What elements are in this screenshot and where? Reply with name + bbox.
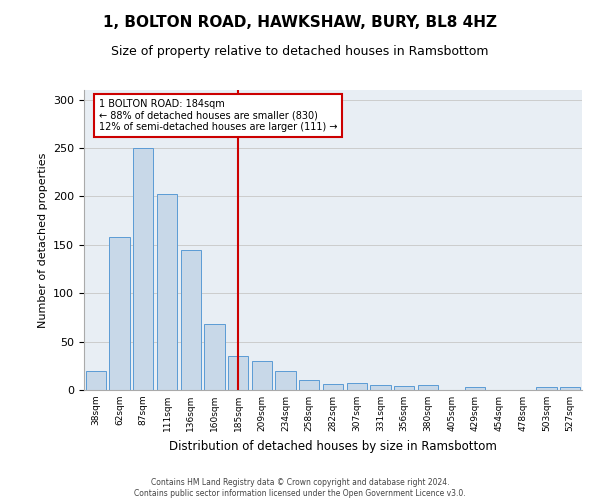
Bar <box>536 387 557 390</box>
Bar <box>205 324 224 390</box>
Bar <box>323 384 343 390</box>
Text: Contains HM Land Registry data © Crown copyright and database right 2024.
Contai: Contains HM Land Registry data © Crown c… <box>134 478 466 498</box>
Bar <box>109 237 130 390</box>
Y-axis label: Number of detached properties: Number of detached properties <box>38 152 47 328</box>
Bar <box>228 356 248 390</box>
Text: Size of property relative to detached houses in Ramsbottom: Size of property relative to detached ho… <box>111 45 489 58</box>
Bar <box>252 361 272 390</box>
Bar <box>133 148 154 390</box>
Bar <box>299 380 319 390</box>
Bar <box>394 386 414 390</box>
Bar <box>86 370 106 390</box>
Bar <box>347 383 367 390</box>
Text: 1 BOLTON ROAD: 184sqm
← 88% of detached houses are smaller (830)
12% of semi-det: 1 BOLTON ROAD: 184sqm ← 88% of detached … <box>99 99 337 132</box>
Bar <box>465 387 485 390</box>
Bar <box>275 370 296 390</box>
Bar <box>370 385 391 390</box>
Bar <box>560 387 580 390</box>
Bar <box>157 194 177 390</box>
X-axis label: Distribution of detached houses by size in Ramsbottom: Distribution of detached houses by size … <box>169 440 497 452</box>
Text: 1, BOLTON ROAD, HAWKSHAW, BURY, BL8 4HZ: 1, BOLTON ROAD, HAWKSHAW, BURY, BL8 4HZ <box>103 15 497 30</box>
Bar <box>181 250 201 390</box>
Bar <box>418 385 438 390</box>
